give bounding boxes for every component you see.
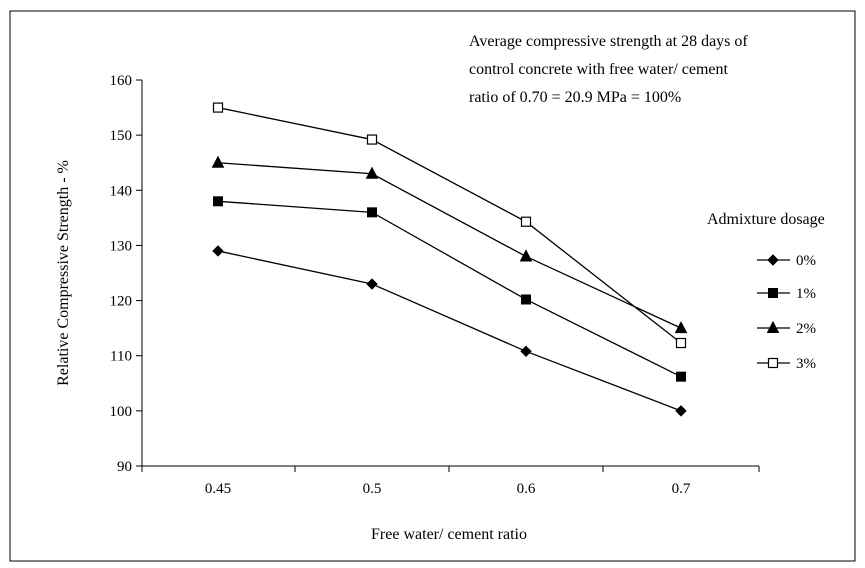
legend-marker	[766, 320, 780, 333]
annotation-line-3: ratio of 0.70 = 20.9 MPa = 100%	[469, 89, 681, 106]
data-point	[212, 245, 224, 257]
legend-marker	[767, 357, 779, 369]
data-point	[676, 371, 686, 382]
y-tick-label: 130	[110, 238, 133, 254]
data-point	[211, 155, 225, 168]
legend-item: 0%	[757, 253, 816, 269]
series-1	[212, 245, 687, 417]
data-point	[365, 166, 379, 179]
y-tick-label: 110	[110, 349, 132, 365]
series-line	[217, 162, 682, 329]
series-layer	[211, 102, 688, 417]
data-point	[675, 405, 687, 417]
data-point	[521, 294, 531, 305]
data-point	[212, 102, 224, 113]
series-line	[217, 250, 682, 412]
x-tick-label: 0.7	[672, 481, 691, 497]
annotation-line-1: Average compressive strength at 28 days …	[469, 33, 748, 50]
y-tick-label: 100	[110, 404, 133, 420]
series-2	[213, 196, 686, 382]
x-axis-title: Free water/ cement ratio	[371, 526, 527, 543]
legend-label: 1%	[796, 286, 816, 302]
legend-title: Admixture dosage	[707, 211, 825, 228]
y-tick-label: 150	[110, 128, 133, 144]
x-tick-label: 0.6	[517, 481, 536, 497]
x-tick-label: 0.5	[363, 481, 382, 497]
data-point	[366, 134, 378, 145]
legend: Admixture dosage 0% 1% 2% 3%	[707, 211, 825, 372]
data-point	[520, 216, 532, 227]
chart-frame	[9, 10, 856, 562]
series-4	[212, 102, 687, 349]
data-point	[520, 345, 532, 358]
legend-label: 0%	[796, 253, 816, 269]
data-point	[675, 337, 687, 349]
y-tick-label: 90	[117, 459, 132, 475]
data-point	[367, 207, 377, 218]
annotation-line-2: control concrete with free water/ cement	[469, 61, 729, 78]
series-line	[217, 106, 682, 344]
y-tick-label: 160	[110, 73, 133, 89]
legend-item: 2%	[757, 320, 816, 337]
legend-marker	[768, 288, 778, 298]
x-tick-label: 0.45	[205, 481, 231, 497]
legend-label: 2%	[796, 321, 816, 337]
series-line	[217, 200, 682, 378]
legend-label: 3%	[796, 356, 816, 372]
y-tick-label: 120	[110, 294, 133, 310]
series-3	[211, 155, 688, 334]
axes: 90 100 110 120 130 140 150 160 0.45 0.5 0.6 0.7	[110, 73, 760, 497]
annotation-note: Average compressive strength at 28 days …	[469, 33, 748, 106]
legend-item: 3%	[757, 356, 816, 372]
data-point	[213, 196, 223, 207]
legend-item: 1%	[757, 286, 816, 302]
y-tick-label: 140	[110, 183, 133, 199]
data-point	[519, 249, 533, 262]
data-point	[366, 278, 378, 290]
y-axis-title: Relative Compressive Strength - %	[55, 160, 72, 386]
data-point	[674, 321, 688, 334]
legend-marker	[767, 254, 779, 266]
